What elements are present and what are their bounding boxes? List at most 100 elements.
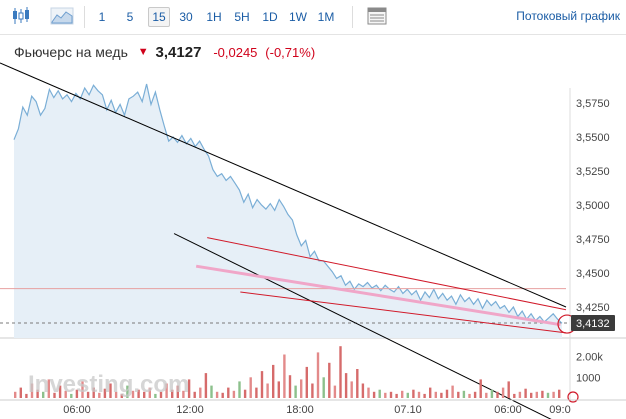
timeframe-1M[interactable]: 1M: [317, 10, 335, 24]
volume-bar: [417, 391, 421, 398]
timeframe-30[interactable]: 30: [179, 10, 193, 24]
volume-bar: [64, 390, 67, 398]
volume-bar: [272, 364, 275, 398]
volume-bar: [227, 387, 230, 398]
price-area-fill: [14, 84, 562, 338]
volume-bar: [361, 383, 365, 398]
trendline-pink-4[interactable]: [195, 264, 561, 327]
table-icon[interactable]: [366, 6, 388, 26]
volume-bar: [440, 392, 443, 398]
timeframe-15[interactable]: 15: [148, 7, 170, 27]
volume-bar: [210, 385, 213, 398]
volume-bar: [159, 391, 163, 398]
volume-tick-label: 1000: [576, 372, 600, 384]
x-tick-label: 06:00: [63, 404, 91, 416]
volume-bar: [243, 389, 247, 398]
volume-bar: [423, 393, 426, 398]
y-tick-label: 3,5750: [576, 98, 610, 110]
volume-bar: [249, 377, 252, 398]
volume-bar: [120, 393, 123, 398]
trendline-red-3[interactable]: [240, 291, 567, 334]
timeframe-1W[interactable]: 1W: [289, 10, 307, 24]
instrument-title: Фьючерс на медь: [14, 44, 128, 60]
volume-bar: [501, 387, 505, 398]
current-price-tag: [571, 315, 615, 332]
price-change: -0,0245: [213, 45, 258, 60]
volume-bar: [19, 387, 22, 398]
volume-bar: [137, 389, 140, 398]
volume-bar: [462, 390, 466, 398]
volume-bar: [372, 391, 376, 398]
candlestick-icon[interactable]: [10, 6, 32, 26]
volume-bar: [36, 389, 39, 398]
volume-bar: [311, 383, 314, 398]
volume-bar: [131, 390, 135, 398]
volume-bar: [434, 391, 437, 398]
x-tick-label: 07.10: [394, 404, 422, 416]
volume-bar: [126, 385, 129, 398]
trendline-black-1[interactable]: [173, 233, 566, 419]
down-arrow-icon: ▼: [137, 46, 149, 58]
timeframe-1H[interactable]: 1H: [206, 10, 222, 24]
volume-bar: [165, 383, 168, 398]
volume-bar: [530, 392, 533, 398]
price-change-percent: (-0,71%): [265, 45, 316, 60]
volume-bar: [176, 385, 179, 398]
volume-bar: [395, 393, 398, 398]
timeframe-1D[interactable]: 1D: [262, 10, 278, 24]
volume-bar: [221, 392, 224, 398]
volume-bar: [518, 391, 522, 398]
volume-bar: [367, 387, 370, 398]
volume-bar: [541, 390, 544, 398]
toolbar-divider: [352, 6, 353, 28]
volume-bar: [53, 392, 56, 398]
volume-bar: [496, 391, 499, 398]
volume-bar: [70, 393, 73, 398]
stream-chart-link[interactable]: Потоковый график: [516, 9, 620, 23]
volume-bar: [535, 391, 538, 398]
trendline-black-0[interactable]: [13, 68, 567, 308]
volume-bar: [300, 379, 303, 398]
volume-bar: [232, 390, 236, 398]
volume-bar: [339, 346, 342, 398]
trendline-black-extension: [0, 62, 15, 70]
volume-bar: [490, 389, 494, 398]
volume-bar: [328, 362, 331, 398]
y-tick-label: 3,5250: [576, 166, 610, 178]
volume-bar: [552, 391, 555, 398]
volume-bar: [114, 391, 118, 398]
x-tick-label: 18:00: [286, 404, 314, 416]
volume-bar: [513, 393, 516, 398]
instrument-header: Фьючерс на медь ▼ 3,4127 -0,0245 (-0,71%…: [14, 44, 315, 64]
timeframe-5[interactable]: 5: [126, 10, 134, 24]
y-tick-label: 3,4750: [576, 234, 610, 246]
volume-bar: [412, 389, 415, 398]
volume-bar: [406, 392, 409, 398]
volume-bar: [109, 383, 112, 398]
volume-bar: [266, 383, 269, 398]
timeframe-1[interactable]: 1: [98, 10, 106, 24]
last-price: 3,4127: [155, 44, 202, 61]
volume-bar: [294, 385, 297, 398]
volume-bar: [30, 383, 34, 398]
volume-bar: [86, 391, 90, 398]
y-tick-label: 3,4500: [576, 268, 610, 280]
trendline-red-2[interactable]: [207, 237, 567, 311]
volume-bar: [457, 391, 460, 398]
volume-bar: [154, 393, 157, 398]
volume-bar: [103, 388, 107, 398]
volume-bar: [524, 388, 527, 398]
volume-bar: [305, 366, 308, 398]
timeframe-5H[interactable]: 5H: [234, 10, 250, 24]
area-chart-icon[interactable]: [50, 6, 74, 26]
volume-tick-label: 2.00k: [576, 352, 603, 364]
volume-bar: [316, 352, 320, 398]
y-tick-label: 3,5000: [576, 200, 610, 212]
volume-bar: [384, 392, 387, 398]
volume-bar: [344, 373, 348, 398]
volume-bar: [238, 381, 241, 398]
x-tick-label: 09:0: [549, 404, 570, 416]
volume-bar: [451, 385, 454, 398]
trendline-end-marker[interactable]: [567, 391, 579, 403]
